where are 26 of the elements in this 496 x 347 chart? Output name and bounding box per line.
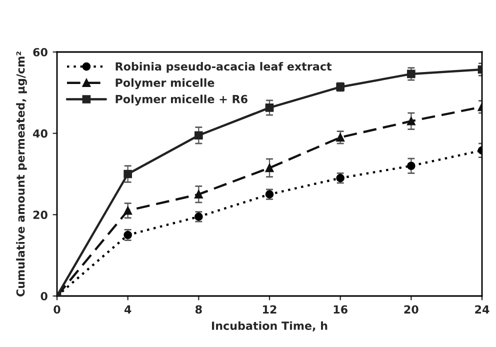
y-axis-title: Cumulative amount permeated, µg/cm² <box>16 52 27 296</box>
point <box>194 131 203 140</box>
x-tick-label: 8 <box>195 305 202 314</box>
legend-label: Robinia pseudo-acacia leaf extract <box>116 62 332 73</box>
point <box>336 133 344 142</box>
point <box>407 162 416 170</box>
point <box>265 164 274 172</box>
point <box>124 170 132 178</box>
x-tick-label: 12 <box>263 305 276 314</box>
point <box>124 206 132 215</box>
x-tick-label: 24 <box>475 305 490 314</box>
point <box>407 116 416 126</box>
y-tick-label: 40 <box>33 129 48 138</box>
x-tick-label: 16 <box>334 305 348 314</box>
y-tick-label: 20 <box>33 210 48 220</box>
point <box>265 104 274 112</box>
x-tick-label: 4 <box>124 305 132 314</box>
x-axis-title: Incubation Time, h <box>212 321 328 332</box>
x-tick-label: 0 <box>54 305 60 314</box>
y-tick-label: 60 <box>33 48 48 56</box>
legend-label: Polymer micelle + R6 <box>116 94 248 106</box>
point <box>194 190 203 198</box>
point <box>407 70 416 78</box>
x-tick-label: 20 <box>404 305 418 314</box>
y-tick-label: 0 <box>40 292 48 300</box>
legend-label: Polymer micelle <box>116 78 214 90</box>
